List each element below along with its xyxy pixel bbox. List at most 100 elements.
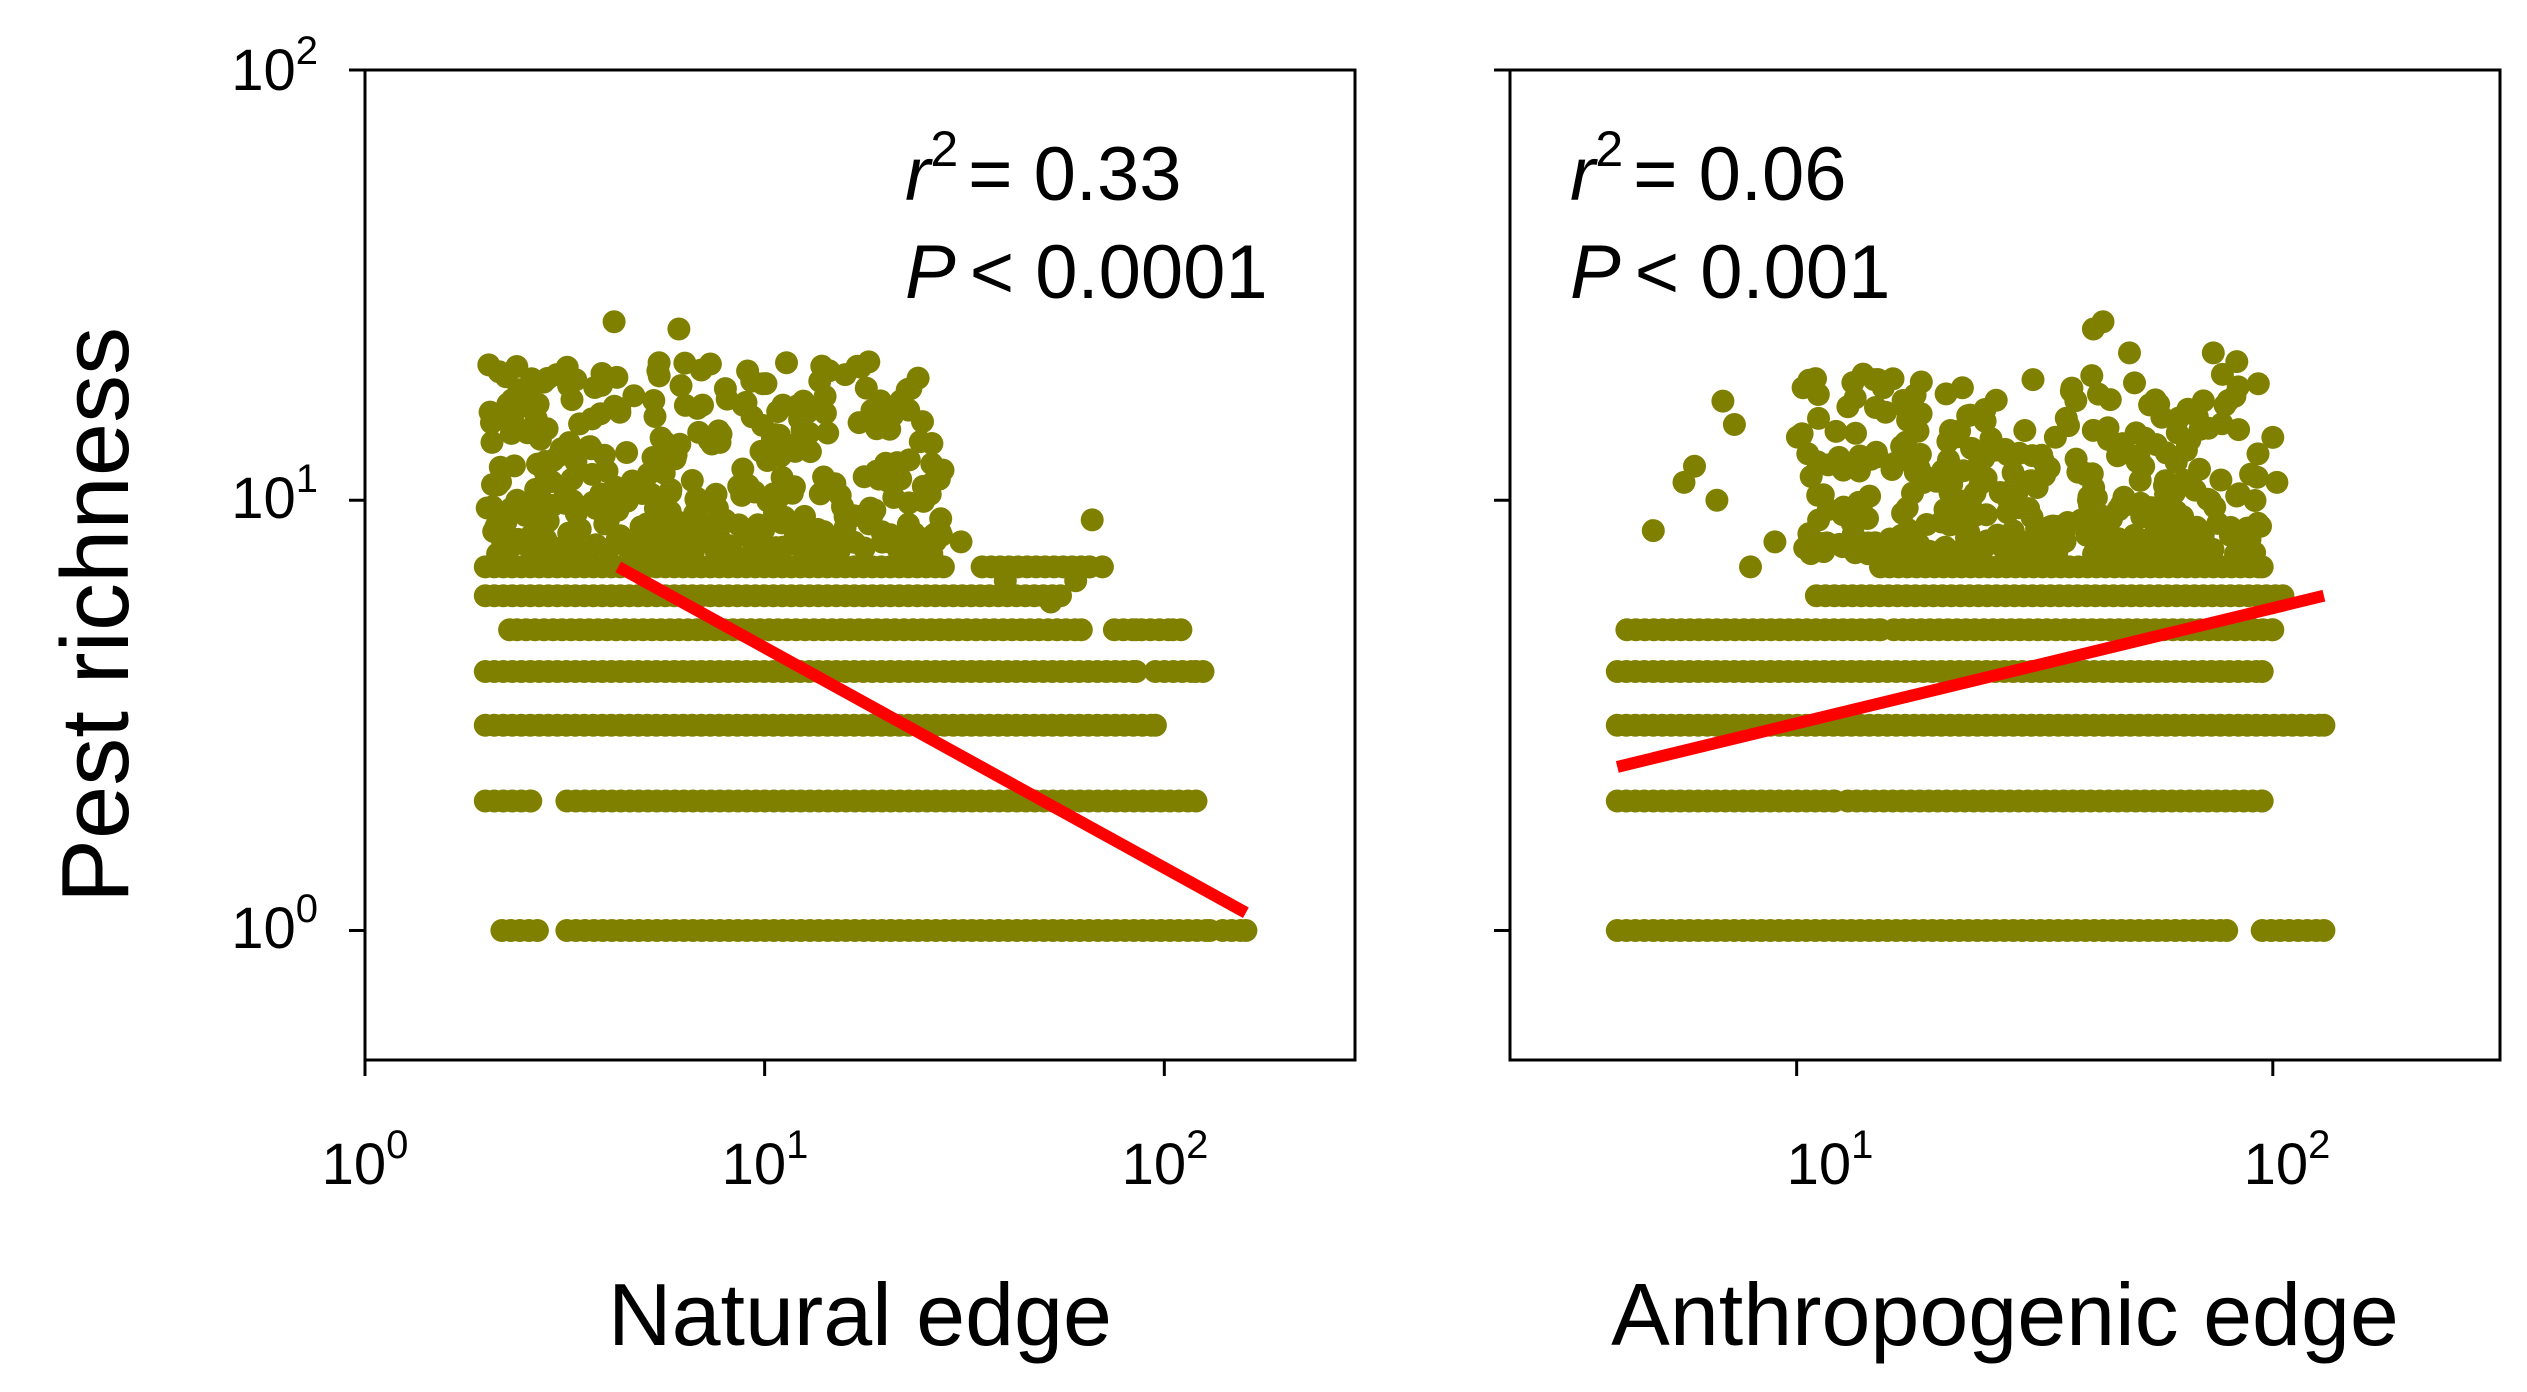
left-data-point [561,489,585,513]
right-data-point [2043,425,2067,449]
right-data-point [2106,444,2129,468]
right-data-point [2087,382,2110,406]
left-data-point [756,489,780,513]
right-data-point [2118,341,2141,365]
left-regression-line [615,561,1249,918]
right-data-point [2144,433,2168,457]
right-data-point [1799,542,1823,566]
left-data-point [669,374,693,398]
left-data-point [557,374,581,398]
left-data-point [486,473,510,497]
right-data-point [2082,542,2106,566]
left-data-point [1069,618,1093,642]
right-data-point [2209,468,2233,492]
left-data-point [736,359,760,383]
left-data-point [792,425,816,449]
right-data-point [2080,364,2104,388]
right-data-point [1967,452,1991,475]
left-data-point [1124,618,1148,642]
right-data-point [2054,406,2078,430]
left-data-point [519,789,543,813]
left-data-point [993,569,1017,593]
left-data-point [1039,590,1063,614]
right-data-point [2031,449,2055,473]
left-data-point [656,536,680,560]
left-data-point [1191,660,1215,683]
left-data-point [705,541,728,565]
right-data-point [2226,375,2250,399]
left-data-point [501,390,525,414]
left-data-point [524,477,548,501]
left-x-tick-label-2: 102 [1122,1123,1209,1197]
left-data-point [847,411,871,435]
right-p-annotation: P < 0.001 [1570,230,1890,315]
right-data-point [2163,537,2187,561]
left-data-point [867,467,891,491]
right-data-point [1903,460,1927,484]
left-data-point [506,527,530,551]
right-data-point [2203,495,2227,519]
right-data-point [1763,530,1787,554]
right-data-point [2001,461,2025,485]
left-data-point [503,413,527,437]
left-data-point [667,317,691,341]
left-points-layer [473,310,1258,942]
left-x-tick-label-1: 101 [722,1123,809,1197]
left-data-point [1090,555,1114,579]
right-data-point [1641,519,1665,543]
right-data-point [1941,457,1964,481]
right-data-point [1946,425,1970,449]
right-data-point [1957,520,1981,544]
right-data-point [1871,376,1895,400]
right-data-point [2239,462,2263,486]
right-data-point [2246,442,2270,466]
left-data-point [701,515,725,539]
right-data-point [1722,413,1746,436]
right-data-point [2021,368,2045,392]
right-data-point [1996,443,2020,467]
right-data-point [2312,919,2336,942]
right-data-point [1909,370,1933,394]
right-data-point [1890,434,1914,458]
right-data-point [2250,660,2274,683]
right-data-point [2104,535,2128,559]
left-fit-layer [615,561,1249,918]
y-axis-label: Pest richness [42,327,149,903]
right-data-point [2144,539,2168,563]
left-data-point [592,443,616,467]
right-data-point [2096,416,2120,440]
right-data-point [1808,452,1832,476]
left-data-point [782,475,806,499]
left-data-point [480,430,504,454]
right-data-point [2227,418,2251,442]
y-tick-label-2: 102 [231,29,318,103]
right-data-point [1984,388,2008,412]
right-points-layer [1605,310,2336,942]
left-data-point [549,437,573,461]
left-data-point [629,515,653,539]
left-data-point [602,310,626,334]
right-data-point [2039,515,2063,539]
right-data-point [2019,529,2043,552]
right-data-point [2066,460,2090,484]
right-data-point [2246,372,2270,396]
right-data-point [2091,310,2115,334]
left-data-point [949,530,973,554]
left-x-tick-label-0: 100 [322,1123,409,1197]
right-data-point [1945,540,1969,564]
right-data-point [1924,469,1948,493]
right-plot-frame [1508,68,2502,1062]
left-data-point [896,377,920,401]
left-data-point [740,405,764,429]
left-data-point [791,389,815,413]
right-data-point [2095,515,2119,539]
left-data-point [608,397,632,421]
left-data-point [1064,569,1088,593]
y-tick-label-1: 101 [231,457,318,531]
right-data-point [1739,555,1762,579]
left-data-point [505,488,529,512]
left-data-point [580,462,604,486]
right-data-point [2163,481,2186,505]
left-plot-frame [363,68,1357,1062]
